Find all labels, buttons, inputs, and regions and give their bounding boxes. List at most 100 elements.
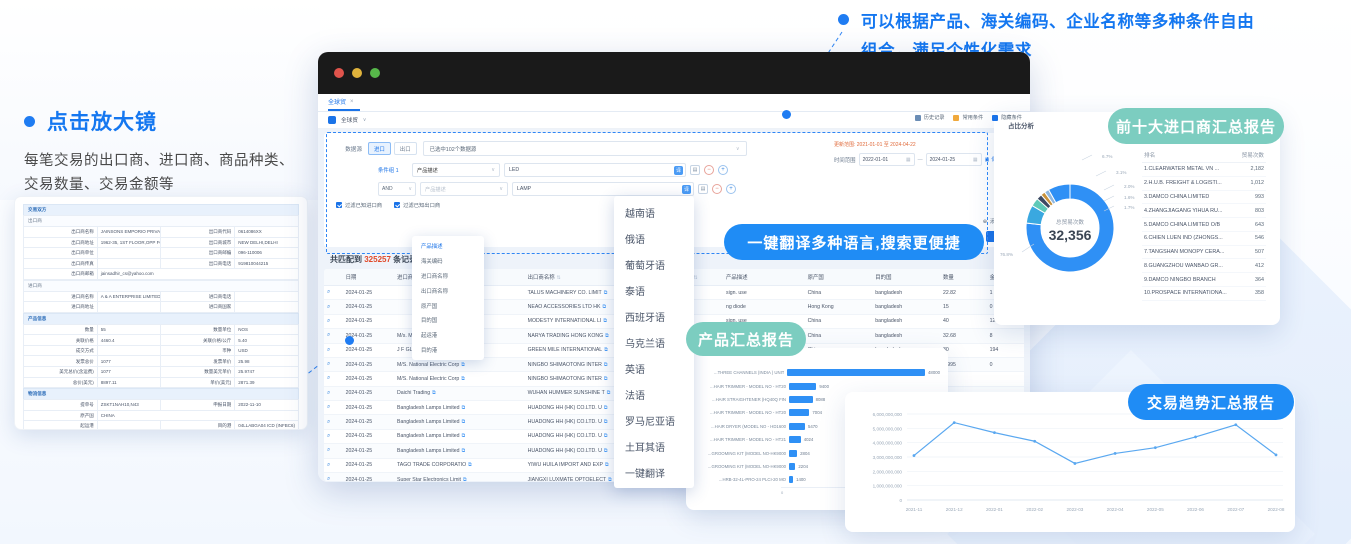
search-icon[interactable]: ⌕ [327,476,331,481]
search-icon[interactable]: ⌕ [327,346,331,353]
filter-known-exporters[interactable]: 过滤已知出口商 [394,201,440,209]
magnifier-cell[interactable]: ⌕ [324,357,343,373]
add-condition-icon-1[interactable]: + [718,165,728,175]
language-item-9[interactable]: 土耳其语 [625,442,665,454]
chevron-down-icon[interactable]: ∨ [362,117,367,123]
magnifier-cell[interactable]: ⌕ [324,299,343,315]
copy-icon[interactable]: ⧉ [603,419,608,426]
field-dropdown-item-0[interactable]: 产品描述 [421,244,443,251]
magnifier-cell[interactable]: ⌕ [324,443,343,459]
logic-operator-select[interactable]: AND ∨ [378,182,416,196]
maximize-window-button[interactable] [370,68,380,78]
data-source-select[interactable]: 已选中102个数据源 ∨ [422,141,747,156]
field-dropdown-menu[interactable]: 产品描述海关编码进口商名称出口商名称原产国目的国起运港目的港 [412,236,484,361]
copy-icon[interactable]: ⧉ [461,447,466,454]
tab-close-icon[interactable]: × [350,98,354,105]
date-from-input[interactable]: 2022-01-01 ▦ [858,153,915,166]
copy-icon[interactable]: ⧉ [603,404,608,411]
search-icon[interactable]: ⌕ [327,418,331,425]
language-item-7[interactable]: 法语 [625,390,645,402]
results-col-8[interactable]: 数量 [939,269,987,286]
magnifier-cell[interactable]: ⌕ [324,414,343,430]
copy-icon[interactable]: ⧉ [603,375,608,382]
magnifier-cell[interactable]: ⌕ [324,314,343,330]
condition-field-select-2[interactable]: 产品描述 ∨ [420,182,508,196]
language-item-5[interactable]: 乌克兰语 [625,338,665,350]
condition-value-input-2[interactable]: LAMP 译 [512,182,694,196]
search-icon[interactable]: ⌕ [327,289,331,296]
field-dropdown-item-4[interactable]: 原产国 [421,303,438,310]
calendar-icon[interactable]: ▦ [905,156,911,163]
add-condition-icon-2[interactable]: + [726,184,736,194]
language-item-3[interactable]: 泰语 [625,286,645,298]
field-dropdown-item-1[interactable]: 海关编码 [421,259,443,266]
language-item-6[interactable]: 英语 [625,364,645,376]
close-window-button[interactable] [334,68,344,78]
minimize-window-button[interactable] [352,68,362,78]
checkbox-icon[interactable] [336,202,342,208]
copy-icon[interactable]: ⧉ [608,476,612,481]
field-dropdown-item-5[interactable]: 目的国 [421,318,438,325]
search-icon[interactable]: ⌕ [327,361,331,368]
language-item-1[interactable]: 俄语 [625,234,645,246]
magnifier-cell[interactable]: ⌕ [324,285,343,301]
sort-icon[interactable]: ⇅ [556,275,561,281]
segment-export[interactable]: 出口 [393,142,417,155]
sort-icon[interactable]: ⇅ [693,275,698,281]
toolbar-item-1[interactable]: 常用条件 [953,114,983,121]
save-condition-icon-1[interactable]: ▤ [690,165,700,175]
copy-icon[interactable]: ⧉ [603,318,607,325]
results-col-7[interactable]: 目的国 [872,269,940,286]
calendar-icon[interactable]: ▦ [972,156,978,163]
save-condition-icon-2[interactable]: ▤ [698,184,708,194]
tab-global-trade[interactable]: 全球贸 × [328,97,360,111]
checkbox-icon[interactable] [394,202,401,208]
search-icon[interactable]: ⌕ [327,375,331,382]
copy-icon[interactable]: ⧉ [468,462,472,469]
remove-condition-icon-1[interactable]: − [704,165,714,175]
magnifier-cell[interactable]: ⌕ [324,371,343,387]
field-dropdown-item-6[interactable]: 起运港 [421,333,438,340]
language-item-2[interactable]: 葡萄牙语 [625,260,665,272]
filter-known-importers[interactable]: 过滤已知进口商 [336,201,382,209]
language-dropdown-menu[interactable]: 越南语 俄语 葡萄牙语 泰语 西班牙语 乌克兰语 英语 法语 罗马尼亚语 土耳其语 一键翻译 [614,196,694,488]
search-icon[interactable]: ⌕ [327,461,331,468]
field-dropdown-item-2[interactable]: 进口商名称 [421,273,448,280]
copy-icon[interactable]: ⧉ [432,390,436,397]
copy-icon[interactable]: ⧉ [461,419,466,426]
field-dropdown-item-3[interactable]: 出口商名称 [421,288,448,295]
language-item-10[interactable]: 一键翻译 [625,468,665,480]
magnifier-cell[interactable]: ⌕ [324,472,343,481]
language-item-0[interactable]: 越南语 [625,208,655,220]
search-icon[interactable]: ⌕ [327,332,331,339]
copy-icon[interactable]: ⧉ [461,361,465,368]
import-export-toggle[interactable]: 进口 出口 [368,142,417,155]
copy-icon[interactable]: ⧉ [603,447,608,454]
search-icon[interactable]: ⌕ [327,447,331,454]
segment-import[interactable]: 进口 [368,142,391,155]
remove-condition-icon-2[interactable]: − [712,184,722,194]
search-icon[interactable]: ⌕ [327,303,331,310]
results-col-0[interactable] [324,269,343,286]
copy-icon[interactable]: ⧉ [602,304,607,311]
search-icon[interactable]: ⌕ [327,404,331,411]
field-dropdown-item-7[interactable]: 目的港 [421,347,438,354]
magnifier-cell[interactable]: ⌕ [324,458,343,473]
results-col-1[interactable]: 日期 [342,269,394,286]
results-col-6[interactable]: 原产国 [804,269,873,286]
copy-icon[interactable]: ⧉ [604,347,608,354]
toolbar-item-2[interactable]: 隐藏条件 [992,114,1022,121]
copy-icon[interactable]: ⧉ [461,433,466,440]
copy-icon[interactable]: ⧉ [461,375,465,382]
condition-field-select-1[interactable]: 产品描述 ∨ [412,163,500,177]
copy-icon[interactable]: ⧉ [461,404,466,411]
copy-icon[interactable]: ⧉ [606,390,611,397]
magnifier-cell[interactable]: ⌕ [324,400,343,416]
magnifier-cell[interactable]: ⌕ [324,343,343,358]
language-item-4[interactable]: 西班牙语 [625,312,665,324]
copy-icon[interactable]: ⧉ [603,289,608,296]
copy-icon[interactable]: ⧉ [605,332,609,339]
condition-value-input-1[interactable]: LED 译 [504,163,686,177]
magnifier-cell[interactable]: ⌕ [324,429,343,445]
search-icon[interactable]: ⌕ [327,317,331,324]
